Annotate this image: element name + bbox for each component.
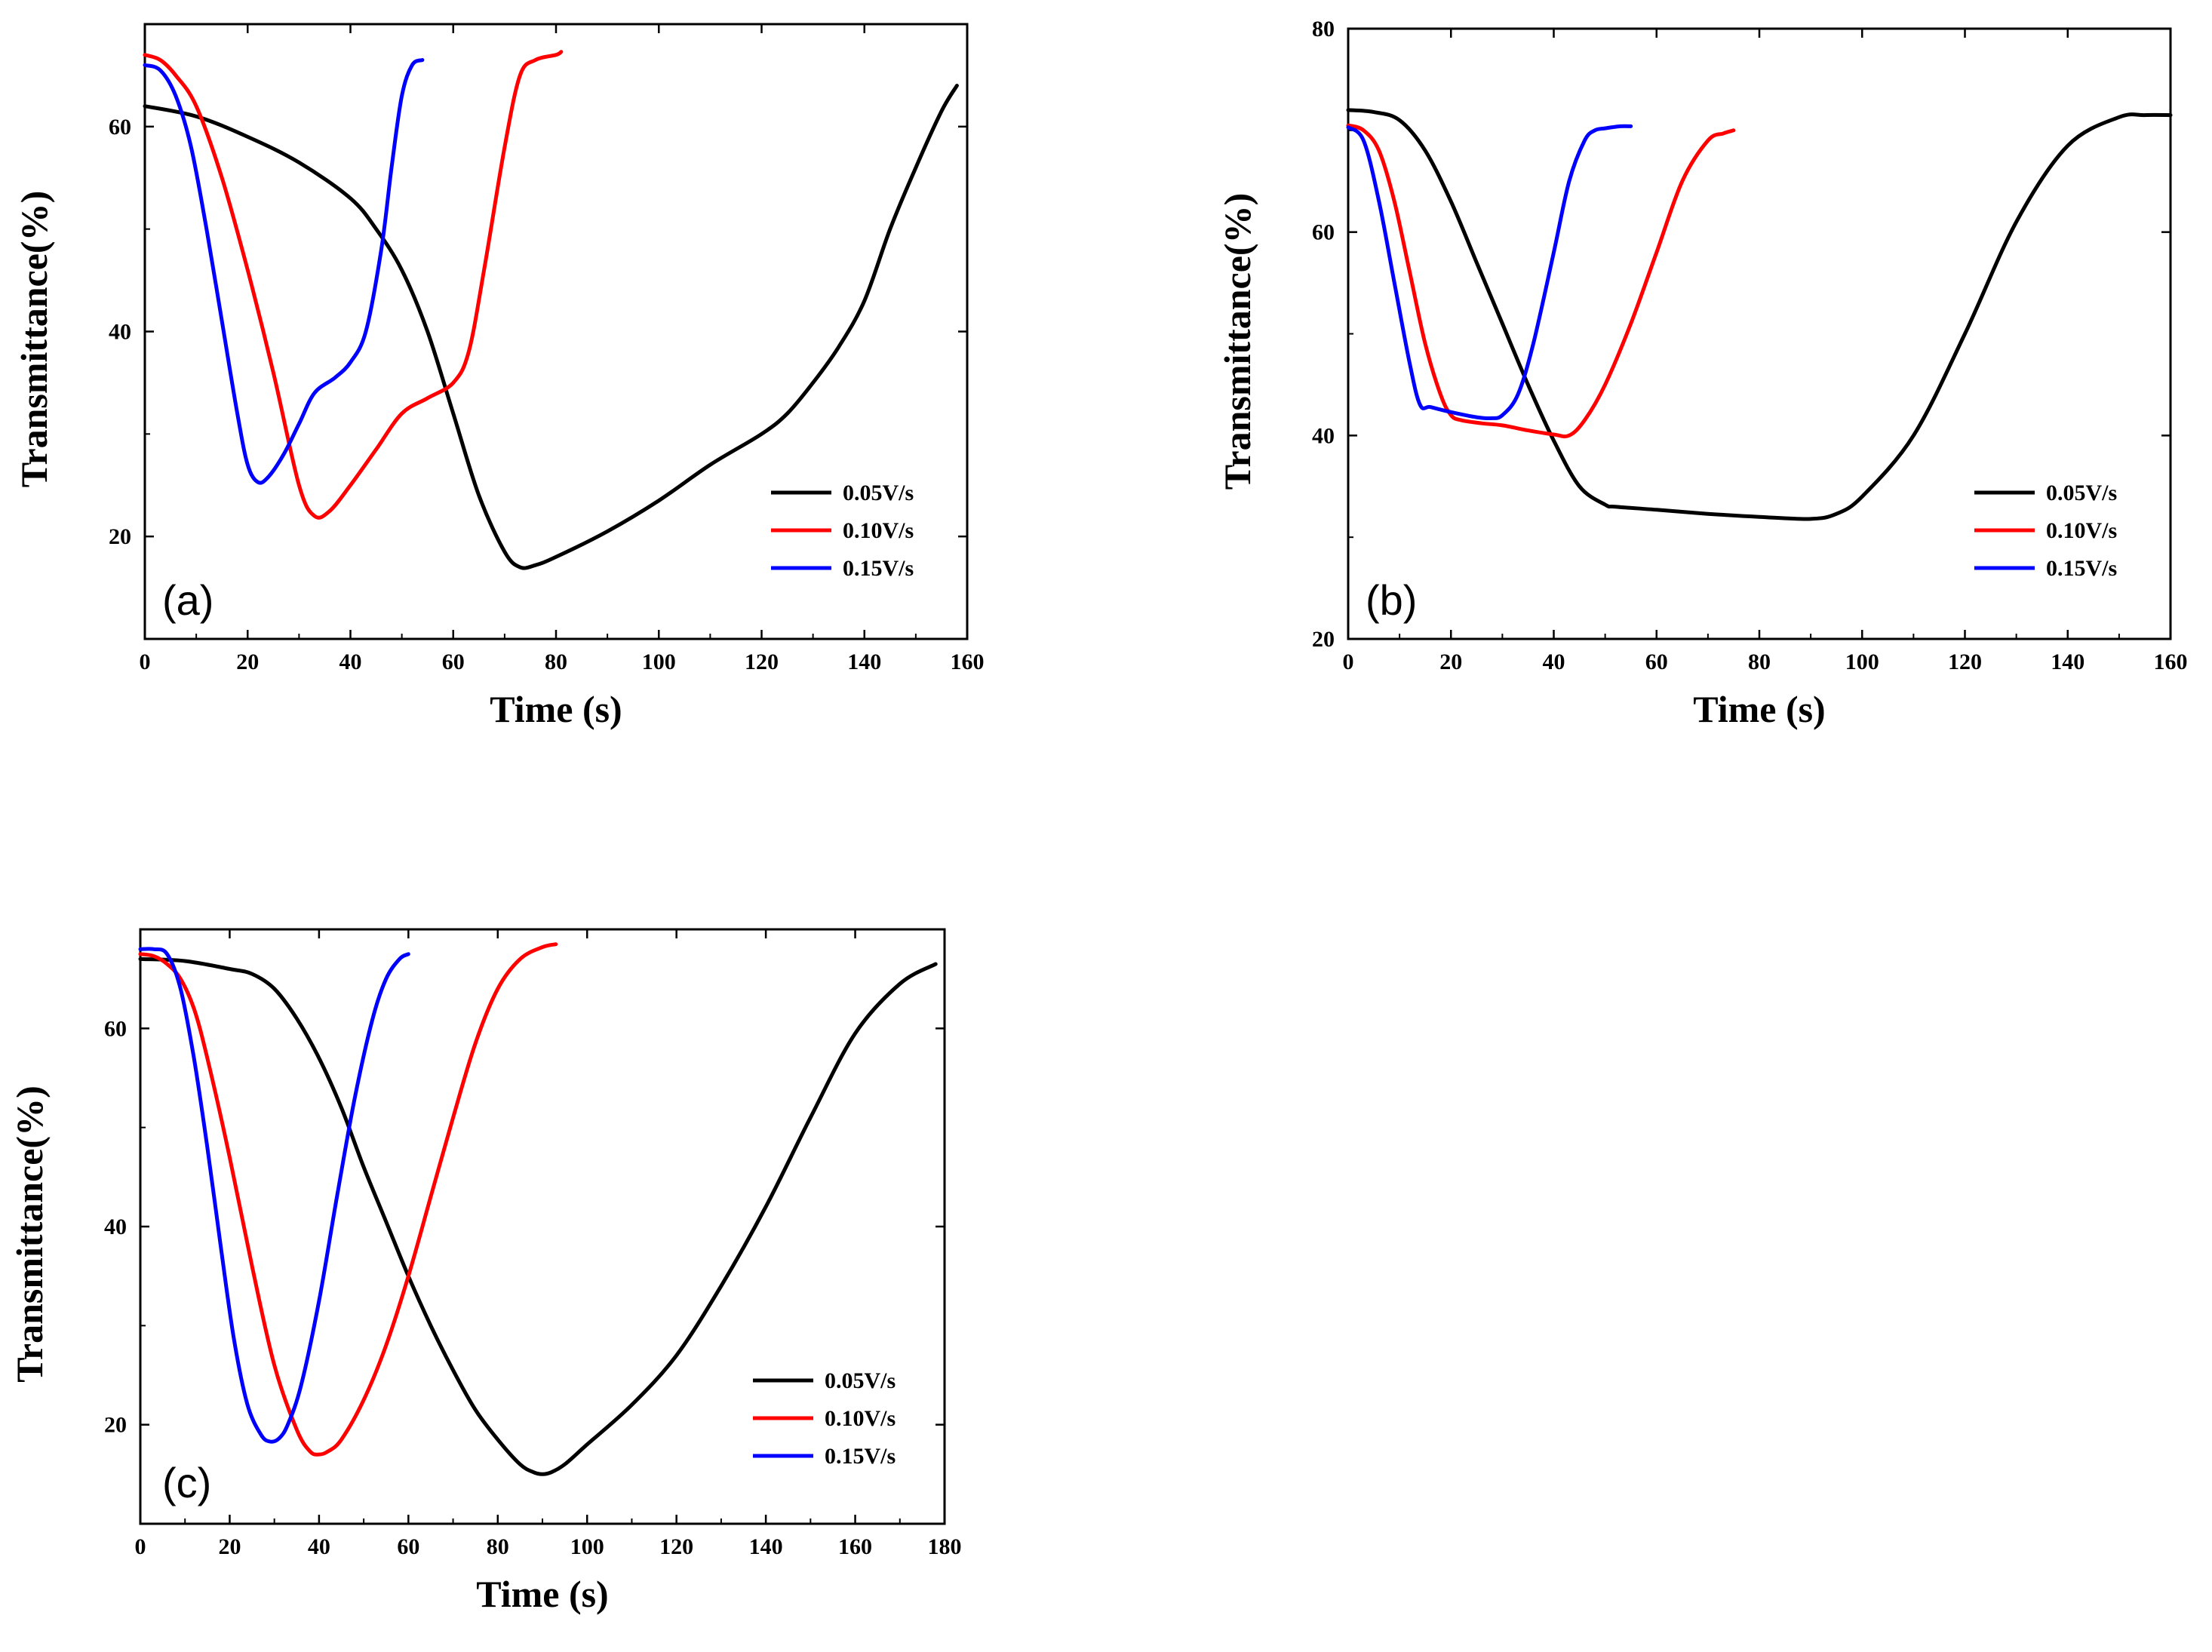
legend-label: 0.15V/s — [2046, 556, 2117, 581]
legend-label: 0.05V/s — [825, 1368, 896, 1393]
y-tick-label: 60 — [1312, 220, 1335, 245]
legend-label: 0.10V/s — [843, 518, 914, 543]
x-tick-label: 100 — [642, 649, 676, 674]
y-axis-title: Transmittance(%) — [13, 191, 55, 487]
x-axis-title: Time (s) — [476, 1573, 608, 1615]
x-tick-label: 40 — [1543, 649, 1565, 674]
x-tick-label: 40 — [339, 649, 362, 674]
series-line-0.15V/s — [143, 58, 425, 485]
x-tick-label: 0 — [135, 1534, 146, 1559]
series-line-0.15V/s — [1346, 124, 1633, 421]
y-tick-label: 20 — [109, 524, 131, 549]
panel-c: 0 20 40 60 80 100 120 140 160 180 20 40 60 Time (s) Tr… — [8, 928, 962, 1615]
x-tick-label: 140 — [749, 1534, 783, 1559]
x-axis-title: Time (s) — [490, 688, 622, 730]
x-tick-label: 60 — [1645, 649, 1668, 674]
x-tick-label: 40 — [308, 1534, 330, 1559]
x-tick-label: 20 — [218, 1534, 241, 1559]
plot-frame — [143, 23, 969, 640]
x-tick-label: 140 — [2051, 649, 2085, 674]
legend-label: 0.05V/s — [843, 481, 914, 505]
series-line-0.05V/s — [1346, 108, 2173, 521]
x-tick-label: 0 — [140, 649, 151, 674]
x-tick-label: 100 — [570, 1534, 604, 1559]
plot-frame — [1347, 27, 2172, 640]
panel-label: (c) — [162, 1459, 211, 1506]
y-tick-label: 80 — [1312, 17, 1335, 41]
x-tick-label: 140 — [847, 649, 881, 674]
series-line-0.10V/s — [1346, 123, 1736, 439]
legend-label: 0.10V/s — [825, 1406, 896, 1431]
series-line-0.10V/s — [138, 942, 558, 1457]
y-tick-label: 60 — [104, 1016, 127, 1041]
x-tick-label: 100 — [1845, 649, 1879, 674]
legend-label: 0.10V/s — [2046, 518, 2117, 543]
x-tick-label: 120 — [659, 1534, 693, 1559]
x-tick-label: 120 — [1948, 649, 1982, 674]
x-tick-label: 60 — [442, 649, 465, 674]
legend-label: 0.15V/s — [843, 556, 914, 581]
y-tick-label: 40 — [109, 320, 131, 345]
panel-label: (b) — [1366, 576, 1417, 624]
y-axis-title: Transmittance(%) — [1216, 193, 1258, 490]
x-tick-label: 160 — [838, 1534, 872, 1559]
y-tick-label: 40 — [104, 1214, 127, 1239]
series-line-0.05V/s — [143, 84, 959, 570]
x-tick-label: 180 — [928, 1534, 962, 1559]
y-tick-label: 60 — [109, 115, 131, 140]
x-tick-label: 160 — [2154, 649, 2188, 674]
x-tick-label: 80 — [1748, 649, 1771, 674]
x-tick-label: 60 — [397, 1534, 419, 1559]
series-line-0.05V/s — [138, 957, 938, 1476]
y-tick-label: 40 — [1312, 423, 1335, 448]
x-tick-label: 20 — [236, 649, 259, 674]
legend-label: 0.05V/s — [2046, 481, 2117, 505]
legend-label: 0.15V/s — [825, 1444, 896, 1469]
x-tick-label: 80 — [487, 1534, 509, 1559]
series-line-0.15V/s — [138, 947, 410, 1444]
panel-b: 0 20 40 60 80 100 120 140 160 20 40 60 80 Time (s) Tra… — [1216, 17, 2188, 730]
y-tick-label: 20 — [104, 1413, 127, 1438]
y-tick-label: 20 — [1312, 627, 1335, 652]
x-tick-label: 0 — [1343, 649, 1354, 674]
x-tick-label: 80 — [545, 649, 567, 674]
panel-a: 0 20 40 60 80 100 120 140 160 20 40 60 Time (s) Trans… — [13, 23, 985, 730]
series-line-0.10V/s — [143, 50, 564, 520]
x-tick-label: 120 — [745, 649, 779, 674]
x-axis-title: Time (s) — [1693, 688, 1825, 730]
x-tick-label: 160 — [951, 649, 985, 674]
y-axis-title: Transmittance(%) — [8, 1085, 51, 1382]
panel-label: (a) — [162, 576, 214, 624]
x-tick-label: 20 — [1439, 649, 1462, 674]
